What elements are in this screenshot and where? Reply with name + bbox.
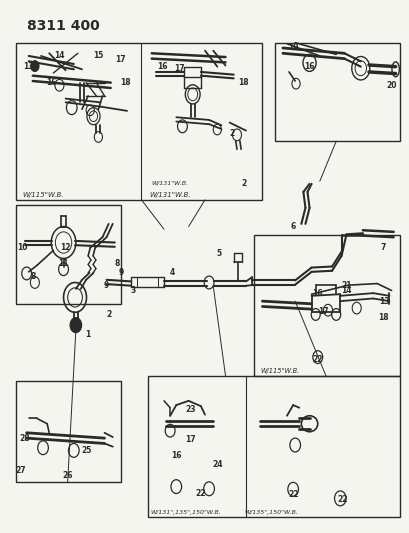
- Text: 21: 21: [340, 281, 351, 289]
- Text: 3: 3: [130, 286, 135, 295]
- Bar: [254, 235, 399, 376]
- Text: W/135",150"W.B.: W/135",150"W.B.: [243, 511, 297, 515]
- Bar: [274, 43, 399, 141]
- Text: 16: 16: [46, 78, 56, 87]
- Text: W/131"W.B.: W/131"W.B.: [149, 192, 191, 198]
- Text: 18: 18: [119, 78, 130, 87]
- Text: 16: 16: [312, 289, 322, 297]
- Text: 2: 2: [106, 310, 111, 319]
- Text: 16: 16: [156, 62, 167, 71]
- Circle shape: [31, 61, 39, 71]
- Text: 17: 17: [318, 308, 328, 316]
- Text: 22: 22: [287, 490, 298, 498]
- Text: 25: 25: [81, 446, 91, 455]
- Text: 8311 400: 8311 400: [27, 19, 99, 33]
- Text: W/115"W.B.: W/115"W.B.: [260, 368, 299, 374]
- Text: 14: 14: [54, 52, 65, 60]
- Text: 5: 5: [216, 249, 221, 257]
- Bar: [147, 376, 399, 517]
- Text: 2: 2: [241, 179, 246, 188]
- Text: 17: 17: [185, 435, 196, 444]
- Text: 12: 12: [60, 244, 71, 252]
- Bar: [16, 381, 121, 482]
- Text: 18: 18: [238, 78, 249, 87]
- Text: 7: 7: [380, 244, 385, 252]
- Text: 28: 28: [19, 434, 30, 442]
- Text: 17: 17: [115, 55, 126, 64]
- Text: 15: 15: [93, 52, 103, 60]
- Bar: [16, 43, 262, 200]
- Text: 8: 8: [30, 272, 36, 280]
- Text: 17: 17: [174, 64, 184, 72]
- Text: 22: 22: [195, 489, 206, 497]
- Text: 4: 4: [169, 269, 174, 277]
- Text: 9: 9: [104, 281, 109, 289]
- Text: 11: 11: [58, 260, 69, 268]
- Text: 14: 14: [340, 286, 351, 295]
- Text: 24: 24: [211, 461, 222, 469]
- Text: 23: 23: [185, 405, 196, 414]
- Text: 22: 22: [336, 495, 347, 504]
- Text: 16: 16: [171, 451, 181, 460]
- Text: 13: 13: [378, 297, 389, 305]
- Text: 20: 20: [385, 81, 396, 90]
- Text: 1: 1: [85, 330, 90, 339]
- Text: 18: 18: [377, 313, 388, 321]
- Text: 26: 26: [62, 471, 73, 480]
- Circle shape: [70, 318, 81, 333]
- Text: 6: 6: [290, 222, 295, 231]
- Text: 22: 22: [312, 356, 322, 364]
- Text: 8: 8: [114, 260, 119, 268]
- Text: 27: 27: [15, 466, 26, 474]
- Text: W/115"W.B.: W/115"W.B.: [22, 192, 64, 198]
- Text: 10: 10: [17, 244, 28, 252]
- Text: 2: 2: [229, 129, 234, 138]
- Bar: [16, 205, 121, 304]
- Text: 16: 16: [303, 62, 314, 71]
- Text: 19: 19: [287, 44, 298, 52]
- Text: 13: 13: [23, 62, 34, 71]
- Text: W/131",135",150"W.B.: W/131",135",150"W.B.: [151, 511, 221, 515]
- Text: 9: 9: [118, 269, 123, 277]
- Text: W/131"W.B.: W/131"W.B.: [151, 181, 188, 186]
